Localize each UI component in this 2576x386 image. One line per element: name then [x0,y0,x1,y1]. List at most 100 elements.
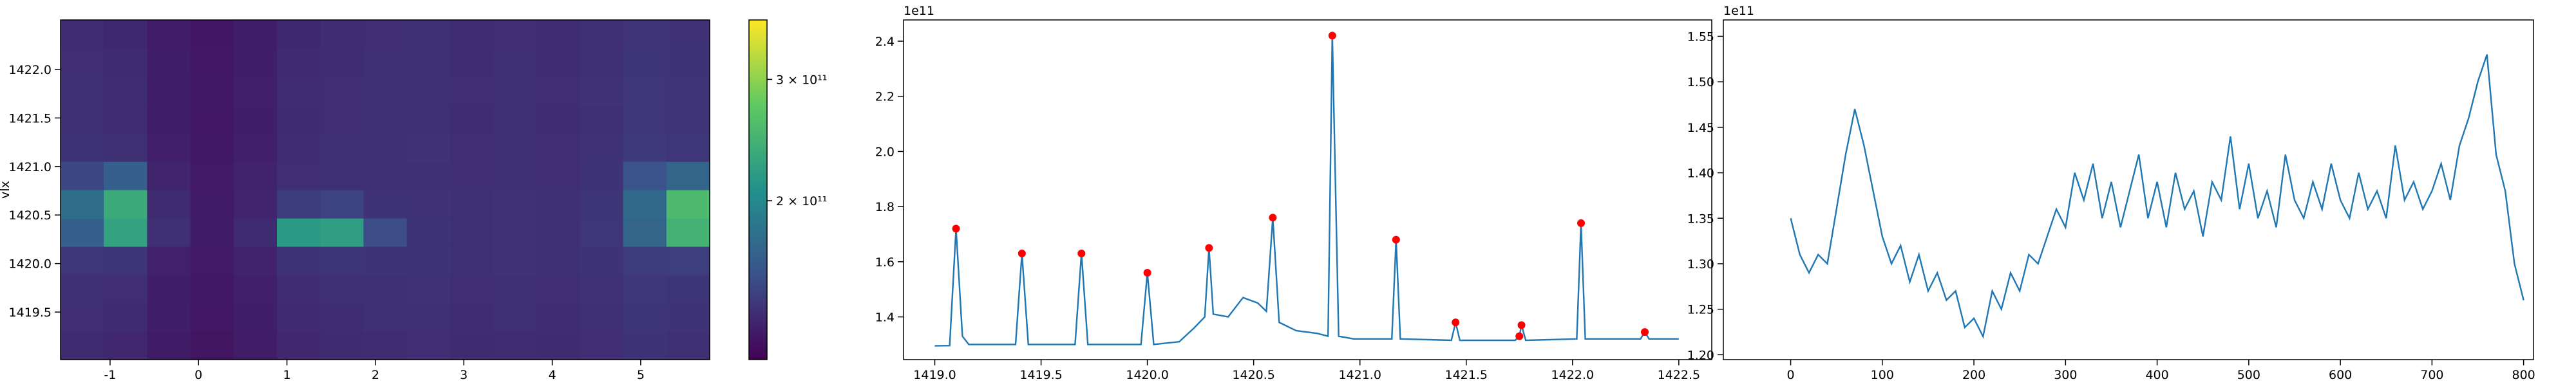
y-tick-label: 1420.5 [9,208,52,223]
heatmap-cell [536,331,580,360]
peak-marker [1143,269,1151,277]
y-tick-label: 1.55 [1687,30,1714,44]
heatmap-cell [277,161,321,190]
heatmap-cell [623,331,667,360]
heatmap-cell [666,48,710,77]
offset-text: 1e11 [1723,4,1754,18]
heatmap-cell [493,218,537,247]
heatmap-cell [104,190,147,219]
x-tick-label: 400 [2145,368,2168,382]
peak-marker [1077,250,1086,257]
y-tick-label: 1419.5 [9,306,52,320]
heatmap-cell [61,190,104,219]
heatmap-cell [104,275,147,304]
heatmap-cell [580,246,624,275]
heatmap-cell [666,218,710,247]
heatmap-cell [147,133,191,162]
x-tick-label: 2 [372,368,379,382]
x-tick-label: 1419.5 [1019,368,1062,382]
x-tick-label: 3 [460,368,468,382]
heatmap-cell [104,246,147,275]
heatmap-cell [147,303,191,332]
heatmap-cell [233,133,278,162]
heatmap-cell [406,20,451,49]
colorbar [748,19,768,360]
heatmap-cell [406,246,451,275]
heatmap-cell [450,20,494,49]
heatmap-cell [320,331,364,360]
heatmap-cell [104,303,147,332]
heatmap-cell [666,275,710,304]
heatmap-cell [493,77,537,106]
heatmap-cell [104,331,147,360]
heatmap-cell [450,190,494,219]
peak-marker [1577,219,1585,227]
heatmap-cell [147,48,191,77]
heatmap-cell [320,303,364,332]
heatmap-cell [320,161,364,190]
heatmap-cell [363,105,408,134]
heatmap-cell [233,48,278,77]
heatmap-cell [277,218,321,247]
heatmap-cell [233,331,278,360]
heatmap-cell [320,246,364,275]
heatmap-cell [277,246,321,275]
heatmap-cell [190,133,234,162]
y-tick-label: 1.6 [875,255,895,270]
heatmap-cell [61,218,104,247]
x-tick-label: 1419.0 [913,368,956,382]
heatmap-cell [623,133,667,162]
heatmap-cell [104,133,147,162]
heatmap-cell [580,303,624,332]
heatmap-cell [277,275,321,304]
x-tick-label: 5 [637,368,645,382]
heatmap-cell [277,77,321,106]
heatmap-cell [190,161,234,190]
peak-marker [1517,321,1526,329]
heatmap-cell [363,20,408,49]
heatmap-cell [233,105,278,134]
heatmap-cell [104,218,147,247]
x-tick-label: 1 [283,368,291,382]
heatmap-cell [406,161,451,190]
heatmap-cell [61,48,104,77]
y-tick-label: 1421.0 [9,160,52,174]
heatmap-cell [363,77,408,106]
y-tick-label: 1420.0 [9,257,52,271]
axes-frame [1723,19,2534,360]
heatmap-cell [320,275,364,304]
y-tick-label: 1.50 [1687,75,1714,89]
x-tick-label: 700 [2420,368,2443,382]
y-tick-label: 1422.0 [9,63,52,77]
heatmap-cell [190,246,234,275]
offset-text: 1e11 [904,4,934,18]
heatmap-cell [536,275,580,304]
heatmap-cell [363,275,408,304]
axes-frame [903,19,1712,360]
y-tick-label: 2.4 [875,35,895,49]
x-tick-label: 0 [194,368,202,382]
heatmap-cell [363,48,408,77]
heatmap-cell [190,48,234,77]
heatmap-cell [493,190,537,219]
heatmap-cell [493,303,537,332]
heatmap-cell [233,161,278,190]
heatmap-cell [623,48,667,77]
heatmap-cell [536,20,580,49]
heatmap-cell [320,105,364,134]
heatmap-cell [320,48,364,77]
y-tick-label: 2.0 [875,145,895,159]
heatmap-cell [536,77,580,106]
heatmap-cell [623,190,667,219]
heatmap-cell [190,105,234,134]
heatmap-cell [666,190,710,219]
x-tick-label: 1421.0 [1338,368,1381,382]
x-tick-label: -1 [104,368,116,382]
heatmap-cell [580,218,624,247]
heatmap-cell [666,20,710,49]
peak-marker [1269,214,1277,222]
heatmap-cell [623,161,667,190]
peak-marker [1641,328,1649,336]
heatmap-cell [493,331,537,360]
